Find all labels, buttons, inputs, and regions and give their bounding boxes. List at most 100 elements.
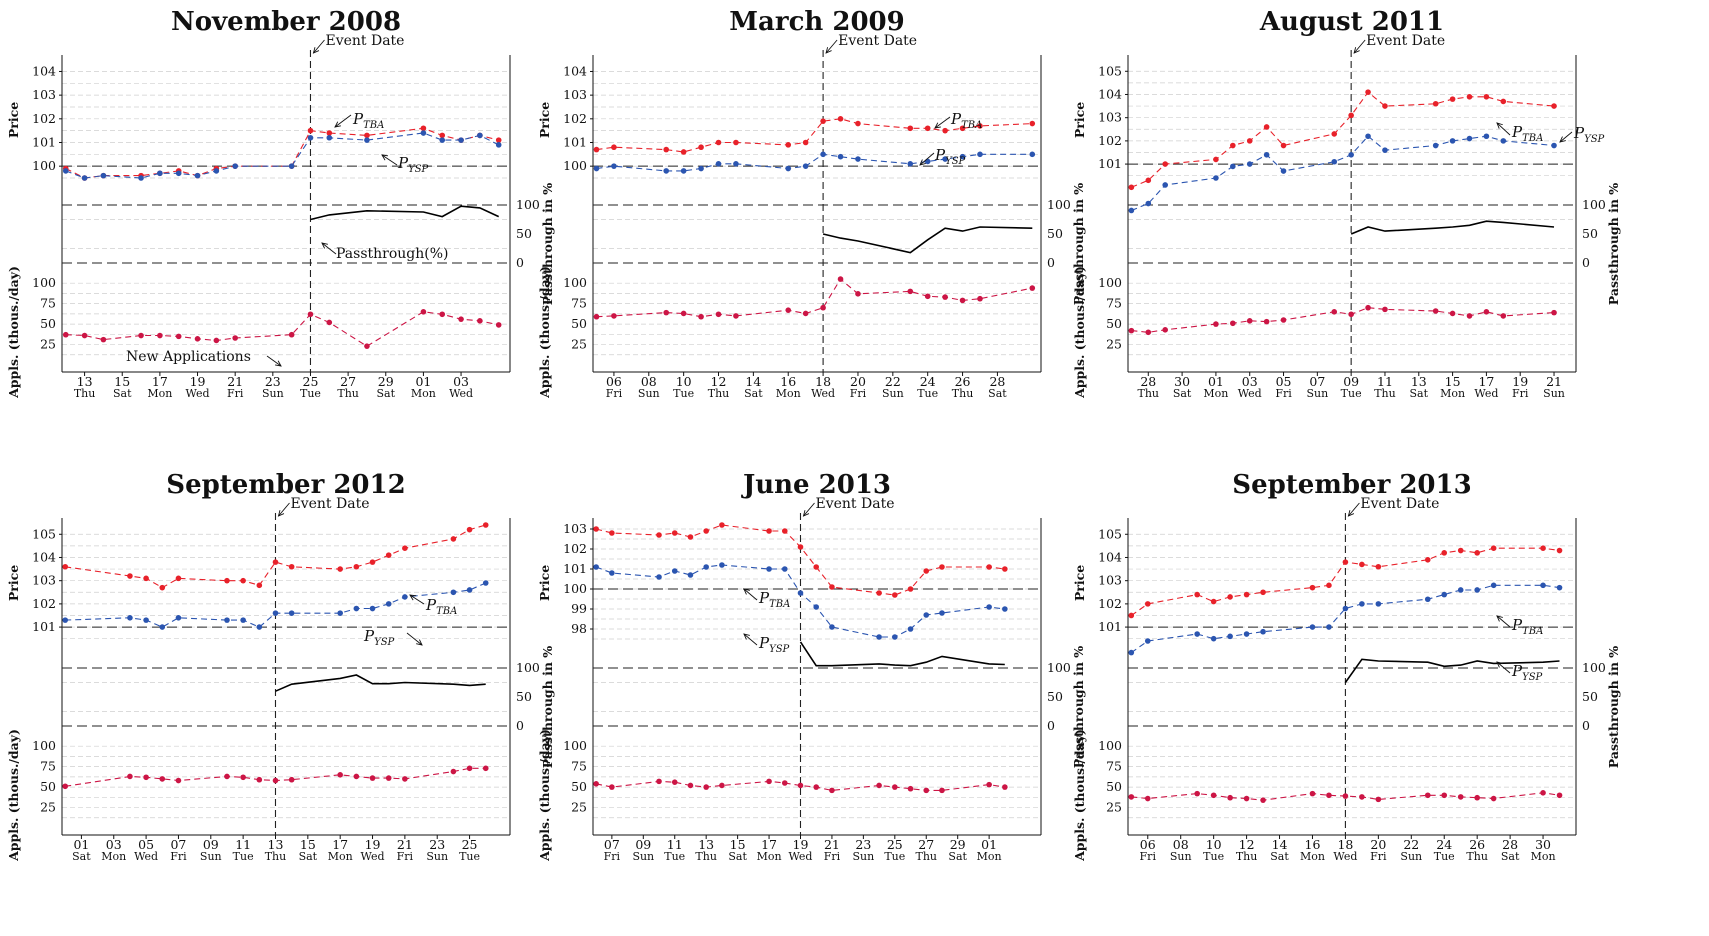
- p-tba-series-point: [326, 130, 333, 136]
- x-tick-date: 09: [203, 837, 219, 852]
- price-tick-label: 100: [563, 158, 587, 173]
- p-tba-annotation: PTBA: [950, 110, 982, 131]
- applications-series-point: [326, 319, 333, 326]
- applications-series-point: [1263, 318, 1270, 325]
- p-ysp-series-point: [495, 142, 502, 148]
- x-tick-date: 23: [429, 837, 445, 852]
- applications-series-point: [1230, 320, 1236, 327]
- x-tick-date: 20: [1370, 837, 1386, 852]
- x-tick-day: Sat: [728, 850, 747, 863]
- price-tick-label: 102: [32, 111, 56, 126]
- x-tick-date: 29: [378, 374, 394, 389]
- p-ysp-series-point: [1162, 182, 1168, 188]
- x-tick-date: 20: [850, 374, 866, 389]
- x-tick-day: Tue: [300, 387, 321, 400]
- subscript: YSP: [1522, 672, 1542, 683]
- p-ysp-annotation: PYSP: [1511, 662, 1543, 683]
- x-tick-date: 13: [1411, 374, 1427, 389]
- applications-series-point: [369, 775, 376, 781]
- x-tick-date: 23: [855, 837, 871, 852]
- x-tick-date: 09: [635, 837, 651, 852]
- p-tba-series-line: [65, 524, 486, 589]
- applications-series-point: [1342, 793, 1349, 799]
- x-tick-day: Thu: [915, 850, 937, 863]
- applications-series-line: [596, 278, 1033, 318]
- x-tick-day: Wed: [449, 387, 473, 400]
- x-tick-date: 19: [1512, 374, 1528, 389]
- price-tick-label: 105: [1098, 63, 1122, 78]
- applications-series-point: [81, 332, 88, 339]
- p-tba-series-point: [62, 563, 69, 570]
- subscript: TBA: [1522, 626, 1543, 637]
- p-ysp-arrow: [381, 154, 398, 166]
- p-tba-series-point: [1213, 156, 1219, 163]
- p-tba-series-point: [1230, 142, 1236, 149]
- price-tick-label: 101: [32, 134, 56, 149]
- p-ysp-series: [62, 130, 502, 181]
- p-tba-series-point: [224, 577, 230, 584]
- p-ysp-annotation: PYSP: [1573, 124, 1605, 145]
- applications-tick-label: 100: [563, 738, 587, 753]
- applications-series-point: [288, 331, 295, 338]
- p-ysp-series-point: [1441, 591, 1448, 598]
- p-ysp-series-point: [364, 137, 370, 143]
- p-ysp-series-point: [593, 165, 600, 172]
- p-ysp-series-point: [256, 624, 263, 630]
- p-ysp-series-point: [698, 165, 704, 172]
- x-tick-day: Fri: [1370, 850, 1387, 863]
- x-tick-date: 26: [955, 374, 971, 389]
- applications-tick-label: 50: [571, 316, 587, 331]
- applications-tick-label: 25: [1106, 337, 1122, 352]
- p-ysp-series: [62, 580, 489, 630]
- p-ysp-series-point: [1424, 596, 1431, 603]
- applications-series-point: [1474, 794, 1480, 801]
- p-ysp-series-line: [65, 132, 499, 179]
- price-tick-label: 101: [1098, 619, 1122, 634]
- price-tick-label: 103: [1098, 573, 1122, 588]
- x-tick-day: Wed: [361, 850, 385, 863]
- applications-series-point: [1280, 317, 1287, 323]
- applications-series-point: [611, 313, 617, 319]
- p-tba-series-point: [1263, 124, 1270, 130]
- passthrough-tick-label: 50: [1582, 689, 1598, 704]
- p-ysp-series-point: [1243, 631, 1250, 637]
- p-ysp-series-point: [450, 589, 457, 596]
- p-ysp-series-point: [820, 151, 826, 158]
- p-symbol: P: [1511, 662, 1523, 680]
- x-tick-date: 22: [885, 374, 901, 389]
- p-tba-series-point: [1342, 559, 1349, 565]
- applications-axis-label: Appls. (thous./day): [1072, 729, 1087, 862]
- x-tick-day: Fri: [850, 387, 867, 400]
- applications-series-point: [1128, 327, 1135, 334]
- x-tick-date: 25: [462, 837, 478, 852]
- price-tick-label: 101: [1098, 156, 1122, 171]
- passthrough-tick-label: 100: [516, 197, 540, 212]
- passthrough-series: [822, 226, 1033, 254]
- applications-series-point: [813, 784, 820, 790]
- p-tba-series-point: [593, 146, 600, 153]
- applications-series-point: [1365, 304, 1371, 311]
- x-tick-date: 07: [170, 837, 186, 852]
- applications-series-point: [703, 784, 709, 790]
- x-tick-date: 25: [303, 374, 319, 389]
- p-symbol: P: [950, 110, 962, 128]
- x-tick-day: Sat: [299, 850, 318, 863]
- p-ysp-series-point: [1375, 601, 1382, 607]
- applications-series-point: [1483, 309, 1490, 315]
- p-tba-series-point: [892, 592, 898, 598]
- p-tba-series-point: [1210, 598, 1217, 605]
- p-symbol: P: [1573, 124, 1585, 142]
- p-tba-series-point: [719, 522, 725, 528]
- applications-series-point: [1309, 790, 1316, 797]
- x-tick-date: 23: [265, 374, 281, 389]
- p-ysp-series-point: [802, 163, 809, 169]
- p-tba-series-point: [272, 559, 279, 565]
- passthrough-tick-label: 0: [1582, 718, 1590, 733]
- x-tick-day: Sat: [988, 387, 1007, 400]
- p-tba-series-point: [364, 132, 370, 139]
- p-tba-series-point: [143, 575, 149, 582]
- applications-tick-label: 75: [1106, 759, 1122, 774]
- applications-series: [593, 276, 1036, 320]
- p-ysp-series-point: [175, 615, 182, 621]
